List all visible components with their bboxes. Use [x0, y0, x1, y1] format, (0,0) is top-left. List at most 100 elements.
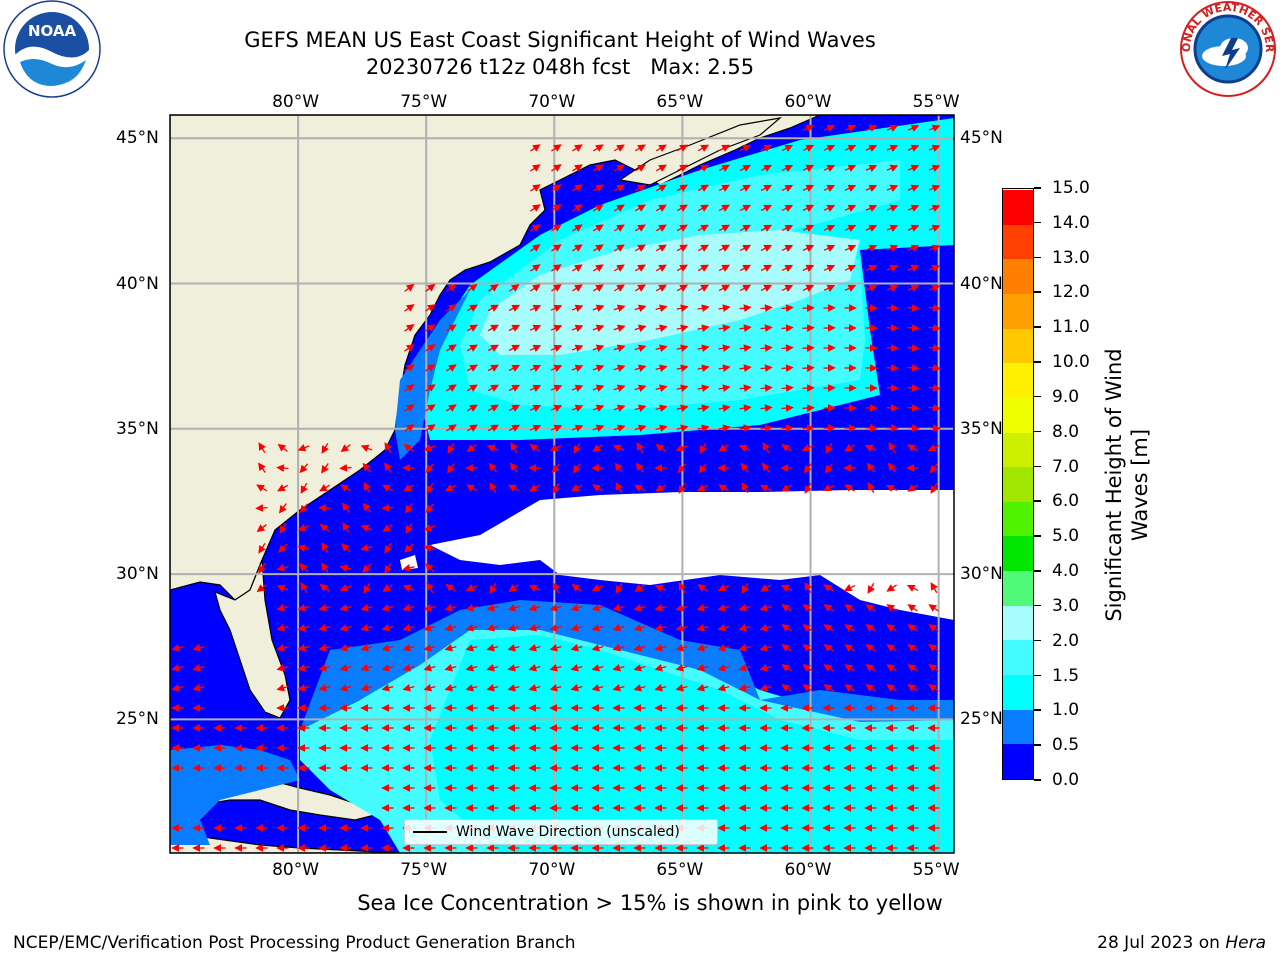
- wind-arrow: [844, 244, 857, 252]
- wind-arrow: [697, 384, 710, 393]
- wind-arrow: [654, 643, 667, 652]
- wind-arrow: [404, 364, 415, 372]
- wind-arrow: [529, 424, 542, 432]
- wind-arrow: [403, 443, 414, 452]
- wind-arrow: [802, 144, 815, 152]
- wind-arrow: [867, 582, 875, 594]
- wind-arrow: [654, 603, 667, 612]
- wind-arrow: [676, 364, 689, 373]
- wind-arrow: [865, 204, 878, 212]
- wind-arrow: [508, 584, 519, 592]
- wind-arrow: [592, 144, 604, 152]
- wind-arrow: [319, 583, 330, 592]
- wind-arrow: [801, 444, 814, 452]
- wind-arrow: [697, 404, 710, 413]
- wave-region-0p5m-south: [300, 600, 954, 730]
- wind-arrow: [549, 663, 562, 672]
- wind-arrow: [886, 584, 897, 592]
- wind-arrow: [299, 563, 309, 573]
- wind-arrow: [780, 584, 793, 592]
- wind-arrow: [530, 264, 541, 272]
- wind-arrow: [383, 462, 392, 473]
- colorbar-label: 3.0: [1052, 595, 1080, 616]
- wind-arrow: [696, 484, 709, 492]
- colorbar-label: 14.0: [1052, 212, 1090, 233]
- wind-arrow: [276, 683, 289, 692]
- wind-arrow: [928, 384, 941, 392]
- wind-arrow: [528, 663, 541, 672]
- wind-arrow: [552, 482, 560, 494]
- wind-arrow: [781, 664, 792, 672]
- wind-arrow: [676, 264, 688, 272]
- wind-arrow: [339, 603, 352, 612]
- wind-arrow: [888, 442, 896, 454]
- legend-line-swatch: [413, 831, 447, 833]
- wind-arrow: [741, 582, 749, 594]
- wind-arrow: [570, 683, 583, 692]
- wind-arrow: [739, 184, 752, 192]
- colorbar-label: 13.0: [1052, 247, 1090, 268]
- wind-arrow: [509, 462, 518, 473]
- wind-arrow: [550, 304, 563, 312]
- wind-arrow: [488, 284, 499, 292]
- wind-arrow: [528, 643, 541, 652]
- wind-arrow: [402, 683, 415, 692]
- wind-arrow: [425, 364, 436, 372]
- wind-arrow: [759, 603, 772, 612]
- wind-arrow: [592, 304, 605, 313]
- wind-arrow: [886, 344, 899, 352]
- wind-arrow: [655, 404, 668, 413]
- wind-arrow: [760, 324, 773, 332]
- wind-arrow: [530, 284, 541, 292]
- footer-date: 28 Jul 2023 on Hera: [1097, 933, 1266, 953]
- wind-arrow: [739, 224, 752, 232]
- wind-arrow: [572, 204, 583, 212]
- lon-label-top: 70°W: [528, 92, 576, 112]
- wind-arrow: [886, 304, 899, 312]
- wind-arrow: [718, 244, 730, 252]
- wind-arrow: [297, 544, 310, 553]
- colorbar-tick: [1034, 709, 1041, 711]
- wind-arrow: [676, 184, 688, 192]
- wind-arrow: [423, 683, 436, 692]
- wind-arrow: [342, 502, 350, 513]
- wind-arrow: [823, 684, 834, 692]
- wind-arrow: [886, 684, 897, 692]
- wind-arrow: [300, 582, 308, 594]
- colorbar-segment: [1003, 432, 1033, 468]
- wind-arrow: [445, 364, 457, 372]
- wind-arrow: [907, 284, 920, 292]
- wind-arrow: [613, 244, 625, 252]
- wind-arrow: [676, 304, 689, 313]
- wind-arrow: [928, 624, 939, 632]
- wind-arrow: [592, 284, 604, 292]
- wind-arrow: [907, 404, 920, 412]
- wind-arrow: [633, 643, 646, 652]
- wind-arrow: [634, 304, 647, 313]
- wind-arrow: [445, 404, 457, 412]
- wind-arrow: [678, 582, 686, 594]
- wind-arrow: [844, 124, 857, 132]
- wind-arrow: [276, 603, 289, 612]
- colorbar-segment: [1003, 743, 1033, 779]
- wind-arrow: [405, 522, 413, 534]
- wind-arrow: [426, 482, 434, 494]
- wind-arrow: [697, 204, 709, 212]
- wind-arrow: [613, 184, 625, 192]
- wind-arrow: [278, 543, 288, 553]
- wind-arrow: [508, 424, 521, 432]
- wind-arrow: [676, 144, 688, 152]
- lon-label-bottom: 80°W: [272, 860, 320, 880]
- wind-arrow: [445, 304, 457, 312]
- wind-arrow: [781, 324, 794, 332]
- wind-arrow: [823, 284, 836, 292]
- wind-arrow: [550, 404, 563, 412]
- wind-arrow: [738, 663, 751, 672]
- wind-arrow: [402, 603, 415, 612]
- wind-arrow: [759, 663, 772, 672]
- wind-arrow: [487, 424, 499, 432]
- wind-arrow: [634, 224, 646, 232]
- wind-arrow: [423, 444, 436, 452]
- lat-label-left: 40°N: [116, 273, 159, 294]
